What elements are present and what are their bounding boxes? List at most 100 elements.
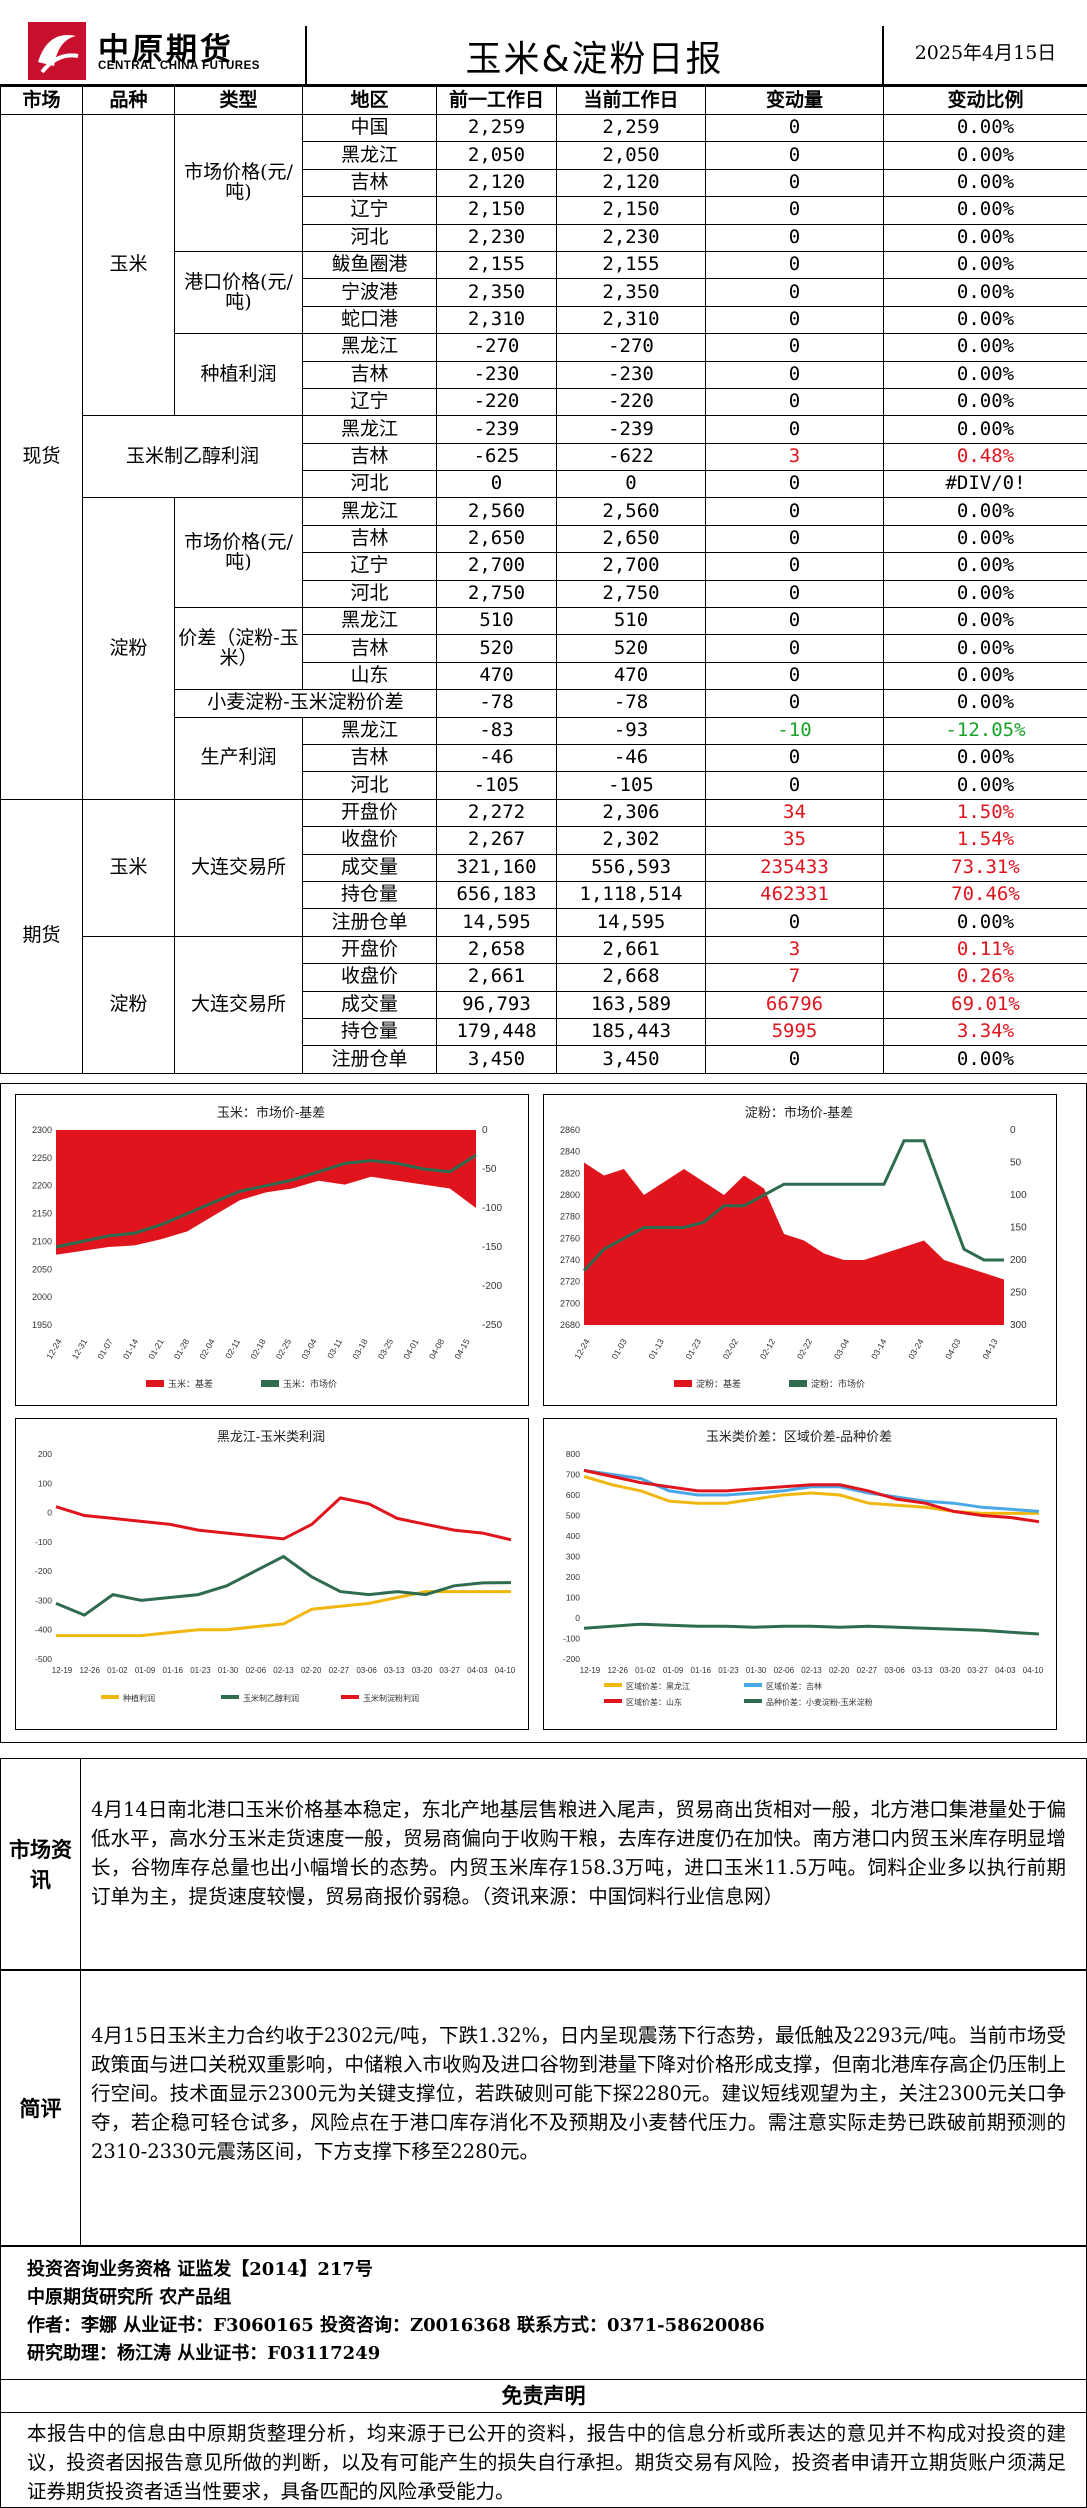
x-tick-label: 03-11: [325, 1337, 344, 1361]
curr-value-cell: 2,150: [556, 196, 706, 225]
change-pct-cell: 0.00%: [883, 607, 1087, 636]
table-row: 港口价格(元/吨) 鲅鱼圈港 2,155 2,155 0 0.00%: [1, 250, 1087, 335]
y-tick-label: 400: [566, 1531, 580, 1541]
curr-value-cell: 2,560: [556, 497, 706, 526]
change-cell: 0: [705, 497, 884, 526]
corn-spread-svg: 玉米类价差：区域价差-品种价差 800 700 600 500 400 300 200 100 0…: [563, 1429, 1044, 1707]
commentary-label: 简评: [1, 1971, 81, 2245]
prev-value-cell: 3,450: [436, 1045, 557, 1074]
change-pct-cell: 0.00%: [883, 141, 1087, 170]
series-line: [55, 1554, 512, 1617]
y-right-tick-label: -250: [482, 1320, 502, 1331]
chart-title: 淀粉：市场价-基差: [745, 1105, 853, 1120]
y-tick-label: -500: [35, 1654, 52, 1664]
x-tick-label: 04-13: [980, 1337, 1000, 1361]
x-tick-label: 03-13: [384, 1666, 405, 1675]
corn-price-basis-svg: 玉米：市场价-基差 1950 2000 2050 2100 2150 2200 2250 230…: [32, 1105, 502, 1389]
y-tick-label: 0: [47, 1508, 52, 1518]
change-pct-cell: 0.00%: [883, 771, 1087, 800]
legend-swatch: [744, 1699, 762, 1703]
change-cell: 3: [705, 935, 884, 965]
logo-mark-icon: [28, 22, 86, 80]
variety-starch-cell: 淀粉: [82, 497, 175, 800]
legend-label: 品种价差：小麦淀粉-玉米淀粉: [766, 1697, 873, 1707]
y-tick-label: 700: [566, 1470, 580, 1480]
change-pct-cell: #DIV/0!: [883, 470, 1087, 499]
curr-value-cell: 2,350: [556, 278, 706, 307]
change-pct-cell: -12.05%: [883, 716, 1087, 745]
column-header: 变动量: [705, 86, 884, 115]
x-tick-label: 04-15: [452, 1337, 472, 1361]
x-tick-label: 02-13: [273, 1666, 294, 1675]
x-tick-label: 03-06: [356, 1666, 377, 1675]
prev-value-cell: 2,650: [436, 524, 557, 554]
change-pct-cell: 70.46%: [883, 880, 1087, 910]
x-tick-label: 02-06: [774, 1666, 795, 1675]
change-pct-cell: 69.01%: [883, 990, 1087, 1019]
disclaimer-text: 本报告中的信息由中原期货整理分析，均来源于已公开的资料，报告中的信息分析或所表达…: [27, 2422, 1066, 2503]
legend-label: 玉米制淀粉利润: [363, 1693, 419, 1703]
prev-value-cell: 2,658: [436, 935, 557, 965]
region-cell: 吉林: [302, 743, 437, 773]
x-tick-label: 03-13: [912, 1666, 933, 1675]
column-header: 前一工作日: [436, 86, 557, 115]
corn-price-basis-chart: 玉米：市场价-基差 1950 2000 2050 2100 2150 2200 2250 230…: [15, 1094, 529, 1406]
change-cell: 0: [705, 579, 884, 609]
x-tick-label: 12-24: [572, 1337, 592, 1361]
curr-value-cell: 1,118,514: [556, 880, 706, 910]
region-cell: 中国: [302, 113, 437, 143]
curr-value-cell: 2,155: [556, 250, 706, 280]
region-cell: 鲅鱼圈港: [302, 250, 437, 280]
x-tick-label: 02-12: [758, 1337, 778, 1361]
table-row: 种植利润 黑龙江 -270 -270 0 0.00%: [1, 333, 1087, 417]
prev-value-cell: -46: [436, 743, 557, 773]
prev-value-cell: 2,560: [436, 497, 557, 526]
change-pct-cell: 0.00%: [883, 387, 1087, 417]
header-divider: [882, 26, 884, 86]
series-line: [583, 1468, 1040, 1524]
change-pct-cell: 0.00%: [883, 250, 1087, 280]
region-cell: 成交量: [302, 990, 437, 1019]
price-line: [55, 1153, 477, 1249]
x-tick-label: 01-03: [609, 1337, 629, 1361]
legend-swatch: [221, 1695, 239, 1699]
x-tick-label: 02-02: [721, 1337, 741, 1361]
x-tick-label: 03-04: [832, 1337, 852, 1361]
table-row: 黑龙江 2,050 2,050 0 0.00%: [1, 141, 1087, 170]
change-cell: 35: [705, 826, 884, 855]
x-tick-label: 02-25: [274, 1337, 294, 1361]
y-left-tick-label: 2740: [560, 1255, 580, 1265]
region-cell: 黑龙江: [302, 141, 437, 170]
corn-spread-chart: 玉米类价差：区域价差-品种价差 800 700 600 500 400 300 200 100 0…: [543, 1418, 1057, 1730]
table-row: 注册仓单 3,450 3,450 0 0.00%: [1, 1045, 1087, 1074]
change-cell: 0: [705, 360, 884, 389]
table-row: 河北 0 0 0 #DIV/0!: [1, 470, 1087, 499]
region-cell: 吉林: [302, 168, 437, 198]
table-header-row: 市场 品种 类型 地区 前一工作日 当前工作日 变动量 变动比例: [0, 86, 1087, 115]
x-tick-label: 03-24: [906, 1337, 926, 1361]
region-cell: 黑龙江: [302, 333, 437, 362]
y-left-tick-label: 2800: [560, 1190, 580, 1200]
x-tick-label: 01-02: [635, 1666, 656, 1675]
exchange-cell: 大连交易所: [174, 935, 303, 1074]
prev-value-cell: 2,310: [436, 305, 557, 335]
y-left-tick-label: 2700: [560, 1298, 580, 1308]
change-pct-cell: 0.00%: [883, 223, 1087, 252]
basis-area: [584, 1162, 1004, 1325]
region-cell: 黑龙江: [302, 607, 437, 636]
starch-price-basis-chart: 淀粉：市场价-基差 2680 2700 2720 2740 2760 2780 2800 282…: [543, 1094, 1057, 1406]
disclaimer-title: 免责声明: [1, 2379, 1086, 2413]
prev-value-cell: 510: [436, 607, 557, 636]
change-cell: 0: [705, 661, 884, 691]
x-tick-label: 12-26: [607, 1666, 628, 1675]
table-row: 吉林 -230 -230 0 0.00%: [1, 360, 1087, 389]
type-wheat-spread-cell: 小麦淀粉-玉米淀粉价差: [174, 689, 437, 718]
type-spread-cell: 价差（淀粉-玉米）: [174, 607, 303, 691]
series-line: [55, 1496, 512, 1542]
x-tick-label: 03-06: [884, 1666, 905, 1675]
table-row: 成交量 321,160 556,593 235433 73.31%: [1, 853, 1087, 882]
change-pct-cell: 0.00%: [883, 415, 1087, 444]
heilongjiang-profit-svg: 黑龙江-玉米类利润 200 100 0 -100 -200 -300 -400 -50012-1…: [35, 1429, 516, 1703]
prev-value-cell: -83: [436, 716, 557, 745]
y-tick-label: 100: [566, 1593, 580, 1603]
